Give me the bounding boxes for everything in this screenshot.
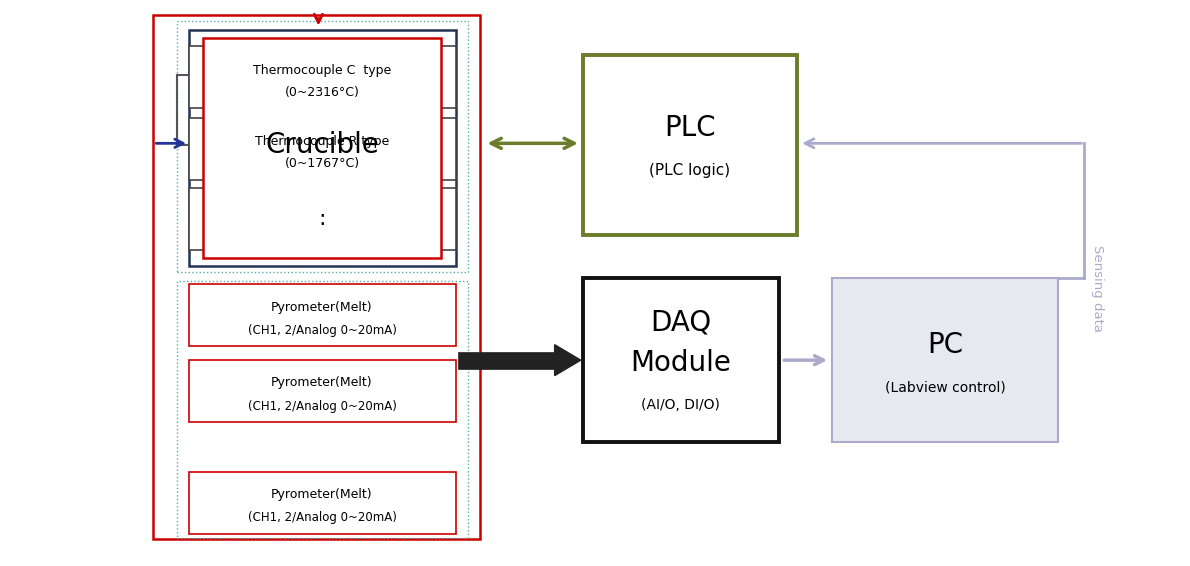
Text: Sensing data: Sensing data bbox=[1091, 245, 1103, 332]
Bar bbox=[189, 188, 456, 250]
Text: Pyrometer(Melt): Pyrometer(Melt) bbox=[271, 376, 372, 389]
Text: (CH1, 2/Analog 0~20mA): (CH1, 2/Analog 0~20mA) bbox=[248, 324, 396, 337]
Text: DAQ: DAQ bbox=[650, 308, 712, 336]
Text: Pyrometer(Melt): Pyrometer(Melt) bbox=[271, 301, 372, 314]
Bar bbox=[189, 284, 456, 346]
Text: (CH1, 2/Analog 0~20mA): (CH1, 2/Analog 0~20mA) bbox=[248, 400, 396, 413]
Text: PLC: PLC bbox=[664, 114, 716, 142]
Bar bbox=[583, 278, 779, 442]
Bar bbox=[833, 278, 1058, 442]
Text: Module: Module bbox=[630, 349, 731, 377]
Text: (0~2316°C): (0~2316°C) bbox=[284, 86, 359, 99]
Text: (0~1767°C): (0~1767°C) bbox=[284, 157, 359, 170]
Text: (Labview control): (Labview control) bbox=[885, 380, 1006, 394]
Bar bbox=[203, 38, 440, 258]
Text: Thermocouple R type: Thermocouple R type bbox=[255, 135, 389, 148]
Bar bbox=[458, 351, 555, 368]
Bar bbox=[189, 471, 456, 534]
Bar bbox=[189, 359, 456, 422]
Text: PC: PC bbox=[927, 331, 963, 359]
Text: Pyrometer(Melt): Pyrometer(Melt) bbox=[271, 488, 372, 501]
Bar bbox=[583, 55, 797, 235]
Text: Crucible: Crucible bbox=[265, 131, 378, 159]
Bar bbox=[189, 46, 456, 109]
Bar bbox=[177, 281, 468, 538]
Bar bbox=[177, 21, 468, 272]
Text: (AI/O, DI/O): (AI/O, DI/O) bbox=[641, 398, 720, 411]
Text: (CH1, 2/Analog 0~20mA): (CH1, 2/Analog 0~20mA) bbox=[248, 511, 396, 524]
Polygon shape bbox=[555, 345, 581, 376]
Bar bbox=[189, 29, 456, 266]
Bar bbox=[189, 118, 456, 180]
Bar bbox=[154, 15, 480, 539]
Text: (PLC logic): (PLC logic) bbox=[650, 163, 731, 178]
Text: Thermocouple C  type: Thermocouple C type bbox=[252, 63, 392, 76]
Text: :: : bbox=[318, 209, 326, 229]
